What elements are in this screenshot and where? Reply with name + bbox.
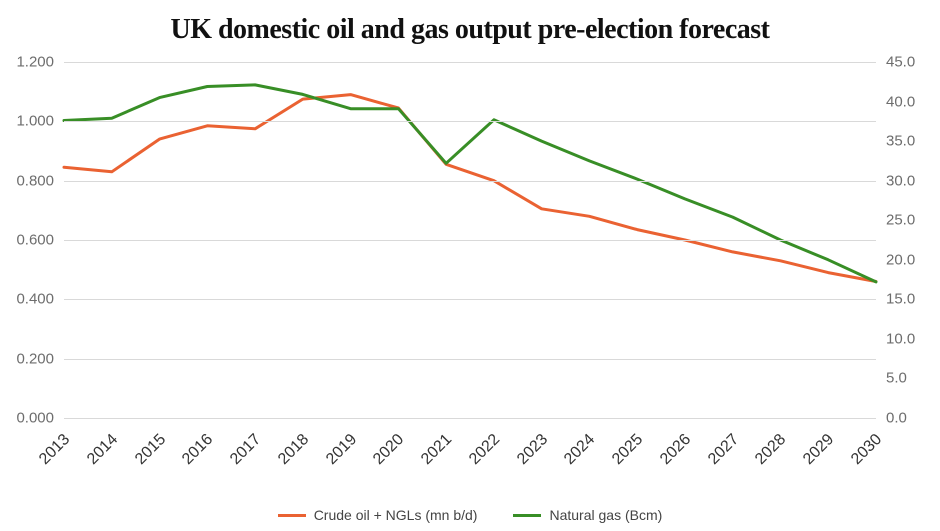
gridline bbox=[64, 181, 876, 182]
legend-item: Natural gas (Bcm) bbox=[513, 507, 662, 523]
legend-swatch bbox=[278, 514, 306, 517]
gridline bbox=[64, 299, 876, 300]
legend-label: Natural gas (Bcm) bbox=[549, 507, 662, 523]
gridline bbox=[64, 62, 876, 63]
gridline bbox=[64, 359, 876, 360]
series-line bbox=[64, 85, 876, 282]
legend: Crude oil + NGLs (mn b/d) Natural gas (Bc… bbox=[0, 504, 940, 524]
gridline bbox=[64, 121, 876, 122]
chart-container: UK domestic oil and gas output pre-elect… bbox=[0, 0, 940, 531]
gridline bbox=[64, 418, 876, 419]
chart-lines bbox=[0, 0, 940, 531]
series-line bbox=[64, 95, 876, 282]
legend-item: Crude oil + NGLs (mn b/d) bbox=[278, 507, 478, 523]
legend-label: Crude oil + NGLs (mn b/d) bbox=[314, 507, 478, 523]
gridline bbox=[64, 240, 876, 241]
legend-swatch bbox=[513, 514, 541, 517]
